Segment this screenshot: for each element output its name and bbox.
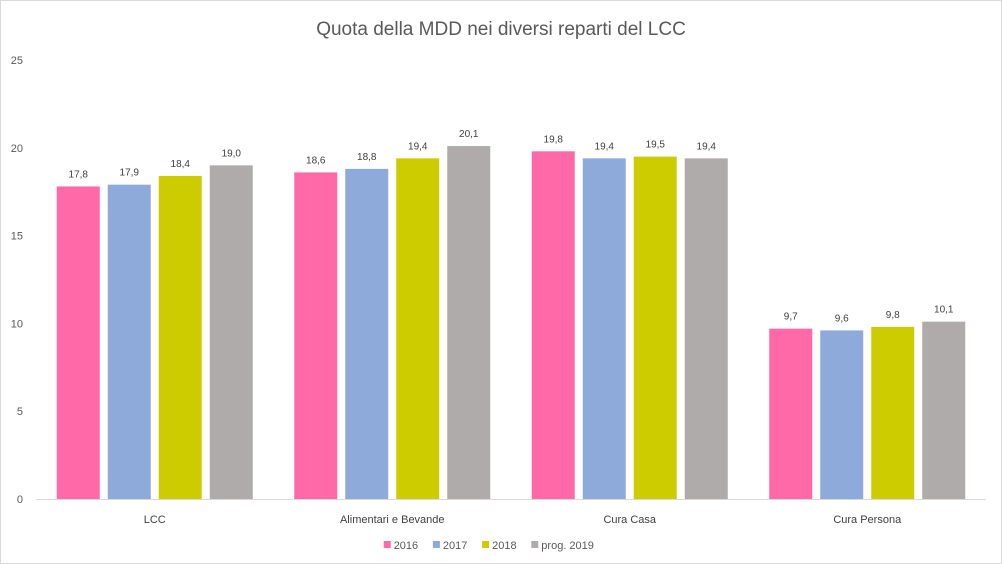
bar <box>107 184 151 499</box>
bar <box>531 151 575 499</box>
legend-swatch <box>383 541 391 548</box>
bar <box>447 146 491 499</box>
bar-value-label: 19,5 <box>646 140 666 151</box>
category-label: LCC <box>144 514 166 526</box>
category-label: Alimentari e Bevande <box>340 514 445 526</box>
bar <box>158 175 202 499</box>
value-labels: 17,8 17,9 18,4 19,0 18,6 18,8 19,4 20,1 19,8 19,4… <box>69 129 954 324</box>
bars <box>56 146 966 500</box>
bar-value-label: 9,7 <box>784 312 798 323</box>
bar <box>345 168 389 499</box>
y-axis-ticks: 0 5 10 15 20 25 <box>11 55 23 506</box>
bar <box>294 172 338 499</box>
y-tick-label: 0 <box>17 494 23 506</box>
bar <box>769 328 813 499</box>
bar <box>922 321 966 499</box>
legend-label: 2017 <box>443 540 467 552</box>
legend-label: prog. 2019 <box>541 540 594 552</box>
legend-swatch <box>432 541 440 548</box>
bar-value-label: 19,8 <box>544 134 564 145</box>
bar-value-label: 10,1 <box>934 305 954 316</box>
bar-value-label: 19,4 <box>408 141 428 152</box>
category-labels: LCC Alimentari e Bevande Cura Casa Cura Per… <box>144 514 902 526</box>
legend: 2016 2017 2018 prog. 2019 <box>383 540 594 552</box>
bar-value-label: 18,8 <box>357 152 377 163</box>
bar-value-label: 9,6 <box>835 313 849 324</box>
bar <box>871 326 915 499</box>
legend-swatch <box>482 541 490 548</box>
bar <box>56 186 100 499</box>
bar <box>582 158 626 499</box>
y-tick-label: 15 <box>11 231 23 243</box>
y-tick-label: 5 <box>17 406 23 418</box>
category-label: Cura Casa <box>603 514 656 526</box>
bar <box>209 165 253 500</box>
bar <box>396 158 440 499</box>
bar-value-label: 17,8 <box>69 169 89 180</box>
bar-value-label: 19,4 <box>697 141 717 152</box>
bar-value-label: 19,4 <box>595 141 615 152</box>
chart-title: Quota della MDD nei diversi reparti del … <box>316 19 686 40</box>
bar <box>820 330 864 499</box>
legend-label: 2016 <box>394 540 418 552</box>
legend-label: 2018 <box>492 540 516 552</box>
category-label: Cura Persona <box>833 514 902 526</box>
bar-value-label: 9,8 <box>886 310 900 321</box>
y-tick-label: 25 <box>11 55 23 67</box>
bar <box>633 156 677 499</box>
y-tick-label: 10 <box>11 318 23 330</box>
bar <box>684 158 728 499</box>
bar-value-label: 20,1 <box>459 129 479 140</box>
legend-swatch <box>531 541 539 548</box>
bar-value-label: 19,0 <box>222 148 242 159</box>
y-tick-label: 20 <box>11 143 23 155</box>
bar-value-label: 18,6 <box>306 155 326 166</box>
bar-value-label: 18,4 <box>171 159 191 170</box>
bar-value-label: 17,9 <box>120 168 140 179</box>
